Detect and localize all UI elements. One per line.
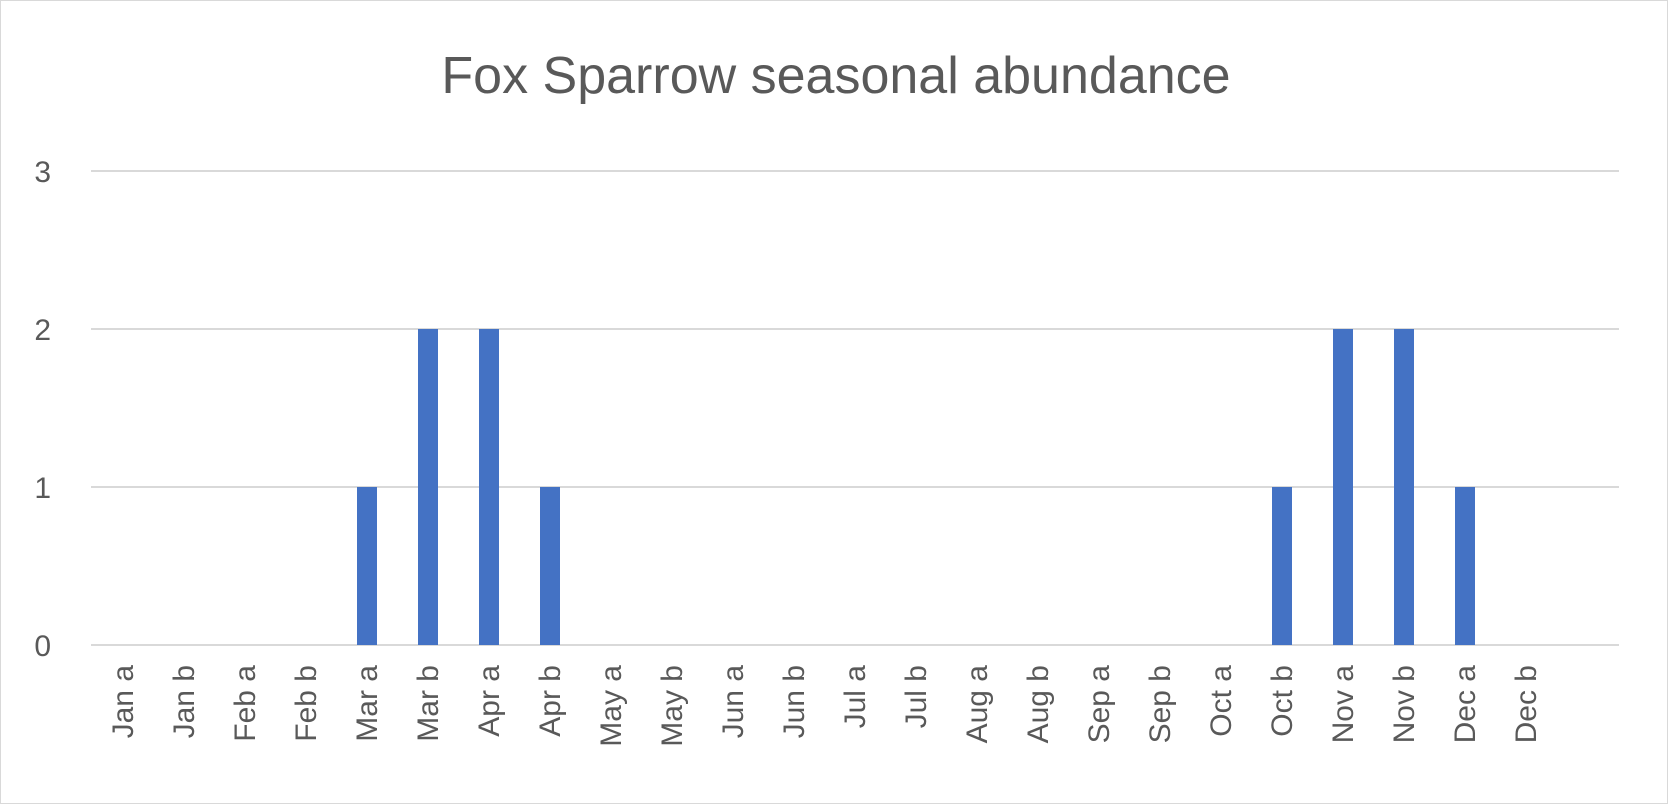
bar bbox=[1333, 329, 1353, 645]
x-category-label: May a bbox=[595, 665, 628, 747]
bar bbox=[1394, 329, 1414, 645]
x-category-label: Jun a bbox=[717, 665, 750, 739]
bar bbox=[479, 329, 499, 645]
x-category-label: Sep b bbox=[1144, 665, 1177, 743]
x-category-label: May b bbox=[656, 665, 689, 747]
y-tick-label: 1 bbox=[34, 472, 51, 505]
x-category-label: Jul a bbox=[839, 665, 872, 729]
chart-title: Fox Sparrow seasonal abundance bbox=[441, 47, 1230, 105]
x-category-label: Jun b bbox=[778, 665, 811, 738]
bar bbox=[418, 329, 438, 645]
bars bbox=[357, 329, 1475, 645]
x-category-label: Feb a bbox=[229, 665, 262, 742]
x-axis-category-labels: Jan a Jan b Feb a Feb b Mar a Mar b Apr a Apr b… bbox=[107, 665, 1543, 747]
x-category-label: Aug b bbox=[1022, 665, 1055, 743]
gridlines bbox=[91, 170, 1619, 646]
x-category-label: Apr b bbox=[534, 665, 567, 737]
x-category-label: Dec a bbox=[1449, 665, 1482, 744]
x-category-label: Jan b bbox=[168, 665, 201, 738]
x-category-label: Apr a bbox=[473, 665, 506, 737]
bar bbox=[1272, 487, 1292, 645]
x-category-label: Oct b bbox=[1266, 665, 1299, 737]
bar bbox=[357, 487, 377, 645]
y-tick-label: 0 bbox=[34, 630, 51, 663]
x-category-label: Feb b bbox=[290, 665, 323, 742]
x-category-label: Jul b bbox=[900, 665, 933, 728]
x-category-label: Nov a bbox=[1327, 665, 1360, 744]
y-tick-label: 3 bbox=[34, 156, 51, 189]
x-category-label: Dec b bbox=[1510, 665, 1543, 743]
x-category-label: Jan a bbox=[107, 665, 140, 739]
x-category-label: Aug a bbox=[961, 665, 994, 744]
x-category-label: Nov b bbox=[1388, 665, 1421, 743]
x-category-label: Oct a bbox=[1205, 665, 1238, 737]
y-tick-label: 2 bbox=[34, 314, 51, 347]
y-axis-tick-labels: 0 1 2 3 bbox=[34, 156, 51, 663]
x-category-label: Mar b bbox=[412, 665, 445, 742]
bar bbox=[540, 487, 560, 645]
x-category-label: Mar a bbox=[351, 665, 384, 742]
x-category-label: Sep a bbox=[1083, 665, 1116, 744]
bar bbox=[1455, 487, 1475, 645]
